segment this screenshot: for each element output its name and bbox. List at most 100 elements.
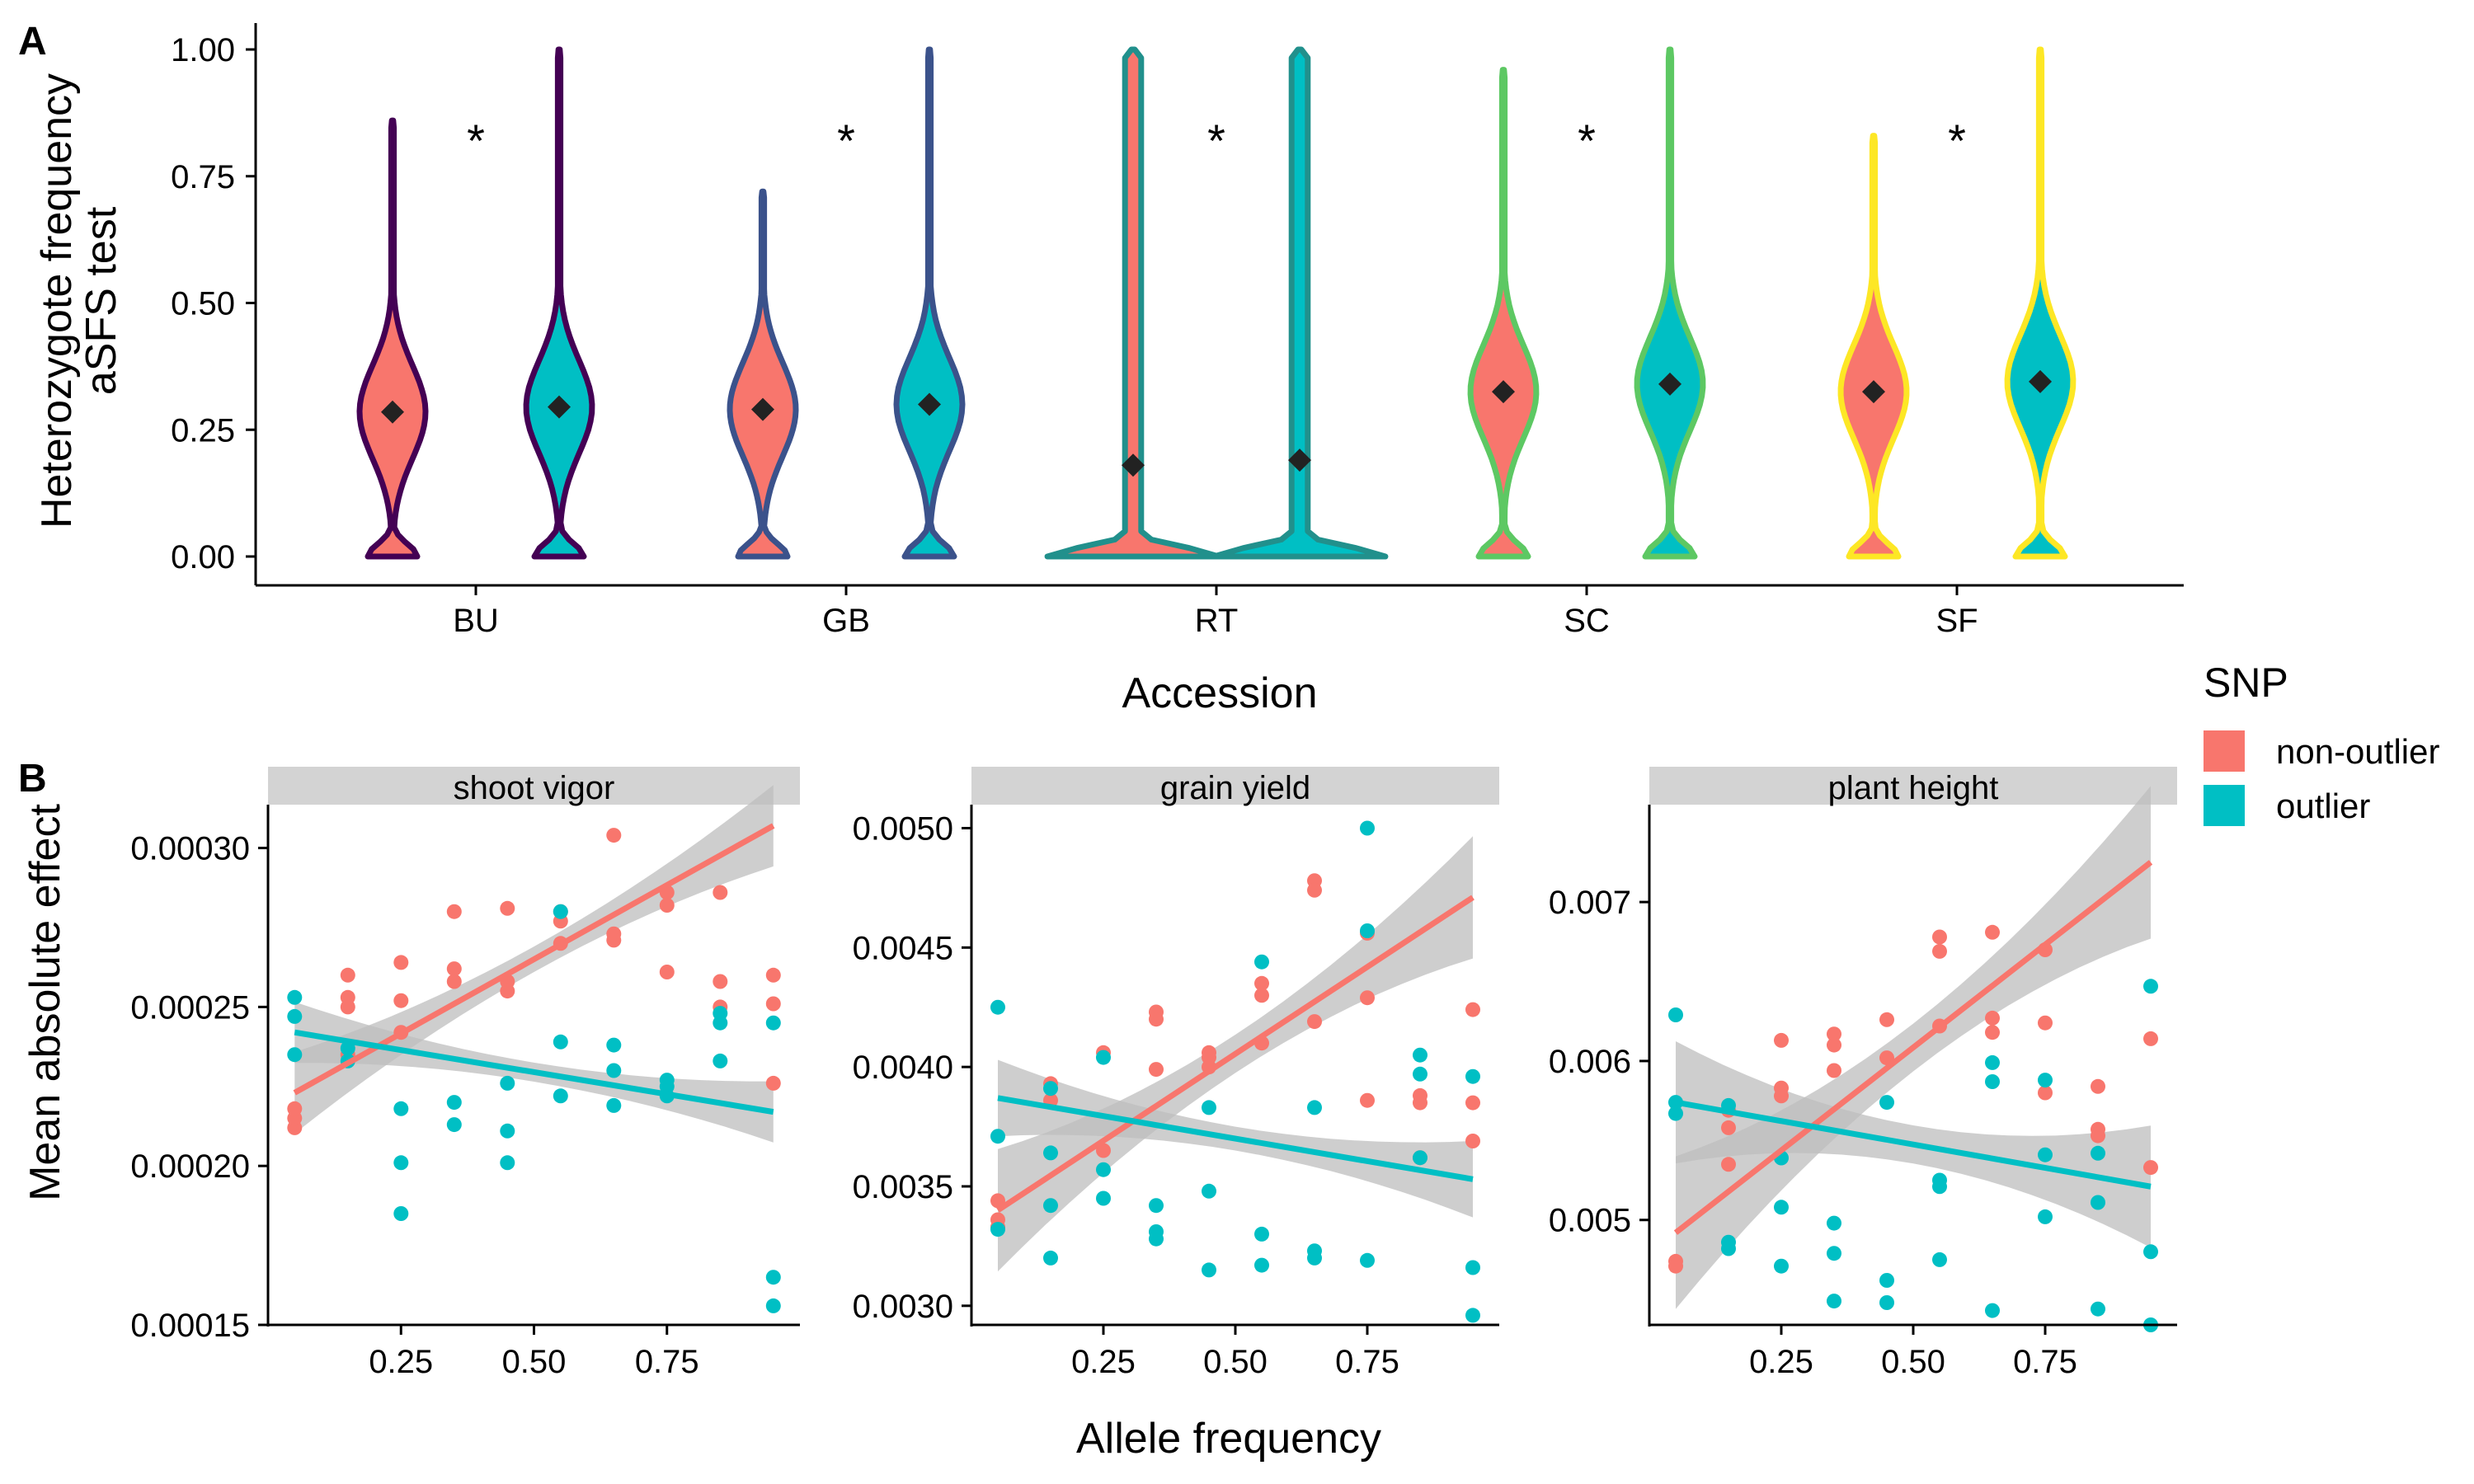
violin-gb-outlier [893,46,966,560]
data-point-outlier [1043,1145,1058,1161]
scatter-x-title: Allele frequency [1076,1415,1381,1463]
mean-marker-bu-non-outlier [381,400,404,424]
scatter-x-tick-label: 0.50 [1881,1344,1945,1380]
data-point-non-outlier [1774,1032,1789,1048]
data-point-non-outlier [2143,1160,2158,1176]
facet-strip-label: shoot vigor [454,770,615,806]
mean-marker-gb-non-outlier [751,397,774,421]
violin-gb-non-outlier [727,188,799,560]
data-point-outlier [287,989,303,1005]
data-point-non-outlier [1307,1014,1322,1030]
violin-sf-non-outlier [1837,133,1910,560]
data-point-non-outlier [1827,1026,1841,1042]
violin-bu-non-outlier [356,117,429,560]
data-point-non-outlier [1668,1258,1683,1274]
scatter-y-title: Mean absolute effect [21,804,69,1201]
facet-plant-height: plant height 0.005 0.006 0.007 0.25 0.50 0.75 [1549,767,2177,1380]
data-point-outlier [990,1222,1005,1237]
data-point-non-outlier [1254,988,1269,1003]
data-point-outlier [1985,1054,2000,1070]
data-point-non-outlier [1985,924,2000,940]
scatter-y-tick-label: 0.006 [1549,1044,1631,1080]
data-point-outlier [1096,1162,1111,1177]
data-point-outlier [1827,1246,1841,1261]
data-point-non-outlier [713,974,728,989]
significance-star-bu: * [467,115,485,167]
data-point-outlier [287,1047,303,1063]
data-point-non-outlier [1254,975,1269,991]
data-point-outlier [1879,1273,1894,1288]
data-point-non-outlier [606,932,622,948]
data-point-outlier [446,1095,462,1111]
data-point-non-outlier [1360,1092,1375,1108]
data-point-outlier [606,1063,622,1078]
data-point-non-outlier [446,904,462,919]
data-point-outlier [1254,1226,1269,1242]
legend-swatch-non-outlier [2204,730,2245,772]
data-point-outlier [1879,1095,1894,1111]
data-point-non-outlier [393,955,409,970]
scatter-y-tick-label: 0.00015 [130,1308,250,1344]
legend-label-non-outlier: non-outlier [2276,732,2439,771]
data-point-non-outlier [1932,929,1947,945]
mean-marker-rt-non-outlier [1122,453,1145,477]
scatter-x-tick-label: 0.25 [1749,1344,1813,1380]
mean-marker-sf-outlier [2029,369,2052,393]
data-point-outlier [1985,1074,2000,1089]
scatter-x-tick-label: 0.50 [1203,1344,1268,1380]
data-point-outlier [553,1088,568,1104]
data-point-outlier [1413,1047,1427,1063]
data-point-outlier [2091,1301,2105,1317]
data-point-non-outlier [713,885,728,900]
panel-b-letter: B [18,757,47,801]
data-point-non-outlier [500,900,515,916]
data-point-non-outlier [2143,1031,2158,1046]
data-point-non-outlier [1932,943,1947,959]
data-point-outlier [1827,1215,1841,1231]
mean-marker-bu-outlier [548,395,571,419]
data-point-non-outlier [1985,1010,2000,1026]
data-point-non-outlier [1465,1095,1480,1111]
fit-line-non-outlier [293,823,775,1096]
data-point-outlier [1202,1100,1216,1115]
data-point-outlier [1465,1260,1480,1275]
data-point-outlier [1668,1007,1683,1022]
scatter-x-tick-label: 0.50 [502,1344,567,1380]
scatter-x-tick-label: 0.75 [2013,1344,2077,1380]
data-point-outlier [2038,1147,2053,1162]
data-point-outlier [1149,1198,1164,1214]
violin-y-tick-label: 1.00 [171,32,235,68]
data-point-outlier [1774,1200,1789,1215]
data-point-outlier [1307,1250,1322,1266]
scatter-y-tick-label: 0.007 [1549,885,1631,921]
data-point-outlier [500,1155,515,1171]
data-point-outlier [1360,820,1375,836]
data-point-outlier [765,1298,781,1313]
data-point-outlier [393,1206,409,1221]
data-point-outlier [1985,1303,2000,1318]
data-point-non-outlier [1096,1143,1111,1158]
data-point-non-outlier [1149,1012,1164,1027]
data-point-non-outlier [1465,1134,1480,1148]
fit-line-non-outlier [1673,860,2153,1235]
data-point-non-outlier [1307,882,1322,898]
fit-line-non-outlier [996,895,1475,1213]
panel-a-letter: A [18,20,47,63]
data-point-non-outlier [1827,1063,1841,1078]
data-point-outlier [1043,1250,1058,1266]
data-point-non-outlier [1985,1025,2000,1040]
data-point-outlier [765,1270,781,1285]
data-point-non-outlier [393,993,409,1008]
violin-rt-non-outlier [1044,46,1222,560]
mean-marker-sc-non-outlier [1492,380,1515,404]
scatter-y-tick-label: 0.00025 [130,989,250,1026]
significance-star-sc: * [1578,115,1596,167]
data-point-non-outlier [2091,1078,2105,1094]
violin-y-title-line2: aSFS test [78,206,125,395]
data-point-non-outlier [340,999,355,1015]
data-point-outlier [1827,1294,1841,1309]
legend-swatch-outlier [2204,785,2245,826]
legend: SNP non-outlier outlier [2204,660,2439,826]
fit-line-outlier [1675,1099,2152,1190]
